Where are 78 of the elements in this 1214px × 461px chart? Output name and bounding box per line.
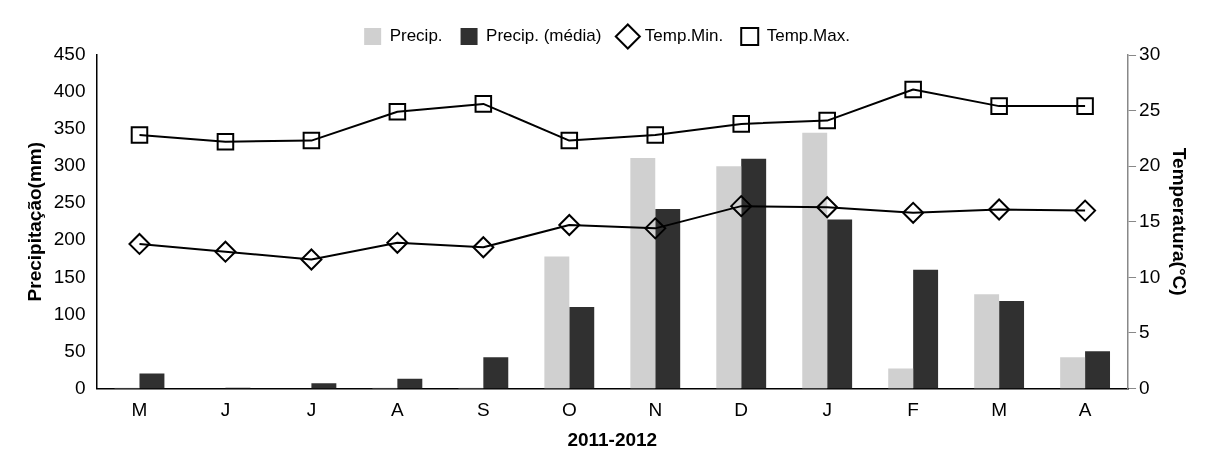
point xyxy=(732,115,751,133)
x-tick-label: M xyxy=(991,399,1008,421)
bar xyxy=(999,300,1025,389)
y-tick-label: 50 xyxy=(64,339,86,361)
y-tick-label: 350 xyxy=(53,117,86,139)
bar xyxy=(1085,351,1111,389)
x-tick-label: S xyxy=(476,399,490,421)
x-tick-label: M xyxy=(131,399,148,421)
x-tick-label: A xyxy=(391,399,405,421)
x-axis-title: 2011-2012 xyxy=(567,428,658,450)
x-tick-label: N xyxy=(648,399,663,421)
y2-tick-label: 15 xyxy=(1139,209,1161,231)
bar xyxy=(655,209,681,389)
x-tick-label: F xyxy=(907,399,919,421)
point xyxy=(902,201,925,224)
legend-label: Temp.Max. xyxy=(766,26,850,46)
y-tick-label: 400 xyxy=(53,80,86,102)
x-tick-label: J xyxy=(220,399,231,421)
x-tick-label: J xyxy=(306,399,317,421)
bar xyxy=(716,166,742,389)
bar xyxy=(569,306,595,389)
legend-label: Temp.Min. xyxy=(644,26,724,46)
x-tick-label: J xyxy=(822,399,832,421)
y-tick-label: 200 xyxy=(53,228,86,250)
legend-label: Precip. xyxy=(389,26,443,46)
x-tick-label: O xyxy=(561,399,577,421)
point xyxy=(818,111,836,130)
y-tick-label: 150 xyxy=(53,265,86,287)
bar xyxy=(802,132,828,389)
point xyxy=(214,240,237,263)
point xyxy=(560,131,579,150)
y2-tick-label: 10 xyxy=(1139,265,1161,287)
y2-tick-label: 0 xyxy=(1139,376,1150,398)
x-tick-label: A xyxy=(1078,399,1092,421)
point xyxy=(990,97,1008,115)
bar xyxy=(827,219,853,389)
point xyxy=(816,196,839,219)
point xyxy=(558,214,581,237)
bar xyxy=(483,357,509,389)
y-tick-label: 250 xyxy=(53,191,86,213)
point xyxy=(386,231,409,254)
y2-axis-title: Temperatura(°C) xyxy=(1169,147,1191,296)
bar xyxy=(544,256,570,389)
point xyxy=(302,131,321,150)
bar xyxy=(630,157,656,389)
bar xyxy=(888,368,914,389)
point xyxy=(474,95,493,113)
y2-tick-label: 5 xyxy=(1139,321,1150,343)
y-tick-label: 0 xyxy=(74,376,86,398)
legend-label: Precip. (média) xyxy=(486,26,602,46)
point xyxy=(988,198,1011,221)
y-axis-title: Precipitação(mm) xyxy=(23,141,45,302)
y-tick-label: 450 xyxy=(53,43,86,65)
y2-tick-label: 20 xyxy=(1139,154,1161,176)
bar xyxy=(913,269,939,389)
point xyxy=(904,80,922,99)
point xyxy=(216,132,235,151)
point xyxy=(730,195,753,218)
bar xyxy=(311,383,337,389)
point xyxy=(472,236,495,259)
bar xyxy=(397,378,423,389)
bar xyxy=(139,373,165,389)
point xyxy=(130,126,149,144)
x-tick-label: D xyxy=(734,399,749,421)
y2-tick-label: 30 xyxy=(1139,43,1161,65)
bar xyxy=(1060,357,1086,389)
point xyxy=(644,217,667,240)
point xyxy=(1074,199,1097,222)
point xyxy=(388,102,407,121)
y-tick-label: 100 xyxy=(53,302,86,324)
point xyxy=(646,126,665,144)
bar xyxy=(741,158,767,389)
bar xyxy=(974,294,1000,389)
point xyxy=(128,232,151,255)
point xyxy=(300,248,323,271)
y-tick-label: 300 xyxy=(53,154,86,176)
point xyxy=(1076,97,1094,115)
y2-tick-label: 25 xyxy=(1139,98,1161,120)
